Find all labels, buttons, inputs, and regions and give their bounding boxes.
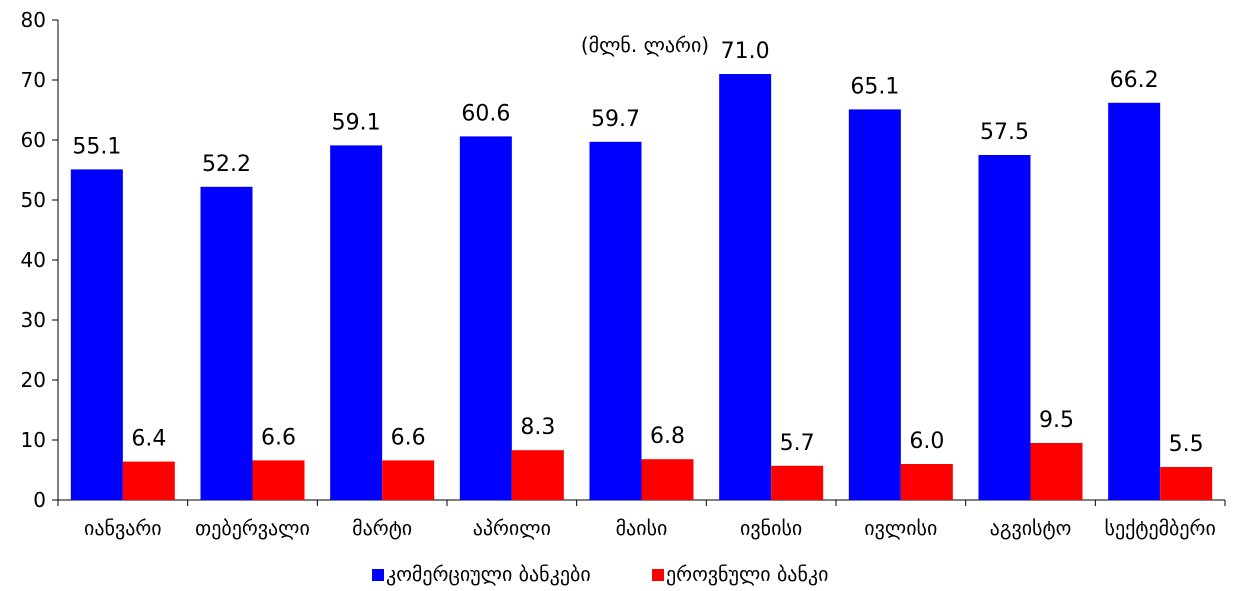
data-label: 59.1	[332, 110, 381, 135]
x-tick-label: აგვისტო	[990, 516, 1072, 540]
bar	[1108, 102, 1161, 501]
data-label: 8.3	[520, 415, 555, 440]
y-tick-label: 40	[21, 248, 46, 272]
y-tick-label: 20	[21, 368, 46, 392]
data-label: 66.2	[1110, 68, 1159, 93]
bar	[200, 186, 253, 501]
bar	[900, 464, 953, 500]
x-tick-label: თებერვალი	[195, 516, 310, 540]
data-label: 52.2	[202, 152, 251, 177]
bar	[511, 450, 564, 500]
x-tick-label: იანვარი	[84, 516, 162, 540]
legend-label: კომერციული ბანკები	[386, 562, 591, 586]
legend-swatch	[372, 569, 384, 581]
data-label: 6.6	[261, 425, 296, 450]
bar	[589, 141, 642, 501]
y-tick-label: 30	[21, 308, 46, 332]
bar	[122, 461, 175, 500]
y-tick-label: 0	[33, 488, 46, 512]
y-tick-label: 60	[21, 128, 46, 152]
data-label: 57.5	[980, 120, 1029, 145]
bar	[252, 460, 305, 500]
bar	[641, 459, 694, 500]
x-tick-label: ივნისი	[740, 516, 802, 540]
bar	[1030, 443, 1083, 500]
data-label: 59.7	[591, 107, 640, 132]
bar	[719, 74, 772, 500]
bar	[1160, 467, 1213, 500]
data-label: 6.8	[650, 424, 685, 449]
x-tick-label: მარტი	[352, 516, 412, 540]
data-label: 5.5	[1169, 432, 1204, 457]
data-label: 71.0	[721, 39, 770, 64]
data-label: 6.6	[391, 425, 426, 450]
y-axis: 0 10 20 30 40 50 60 70 80	[21, 8, 59, 512]
data-label: 55.1	[72, 134, 121, 159]
data-labels: 55.1 52.2 59.1 60.6 59.7 71.0 65.1 57.5 66.2 6.4 6…	[72, 39, 1203, 457]
data-label: 65.1	[850, 74, 899, 99]
x-tick-label: მაისი	[616, 516, 668, 540]
x-tick-label: აპრილი	[473, 516, 551, 540]
bars	[70, 74, 1213, 501]
y-tick-label: 50	[21, 188, 46, 212]
data-label: 5.7	[780, 431, 815, 456]
bar	[382, 460, 435, 500]
data-label: 6.4	[131, 427, 166, 452]
bar	[978, 155, 1031, 500]
bar	[848, 109, 901, 501]
data-label: 9.5	[1039, 408, 1074, 433]
data-label: 6.0	[909, 429, 944, 454]
y-tick-label: 10	[21, 428, 46, 452]
bar	[330, 145, 383, 500]
x-tick-label: სექტემბერი	[1105, 516, 1216, 540]
legend: კომერციული ბანკები ეროვნული ბანკი	[372, 562, 828, 586]
data-label: 60.6	[461, 101, 510, 126]
x-axis: იანვარი თებერვალი მარტი აპრილი მაისი ივნისი ივ…	[57, 499, 1226, 540]
bar	[70, 169, 123, 500]
bar	[459, 136, 512, 500]
bar	[771, 465, 824, 500]
legend-label: ეროვნული ბანკი	[666, 562, 828, 586]
y-tick-label: 80	[21, 8, 46, 32]
chart-title: (მლნ. ლარი)	[581, 33, 709, 57]
x-tick-label: ივლისი	[864, 516, 937, 540]
y-tick-label: 70	[21, 68, 46, 92]
legend-swatch	[652, 569, 664, 581]
